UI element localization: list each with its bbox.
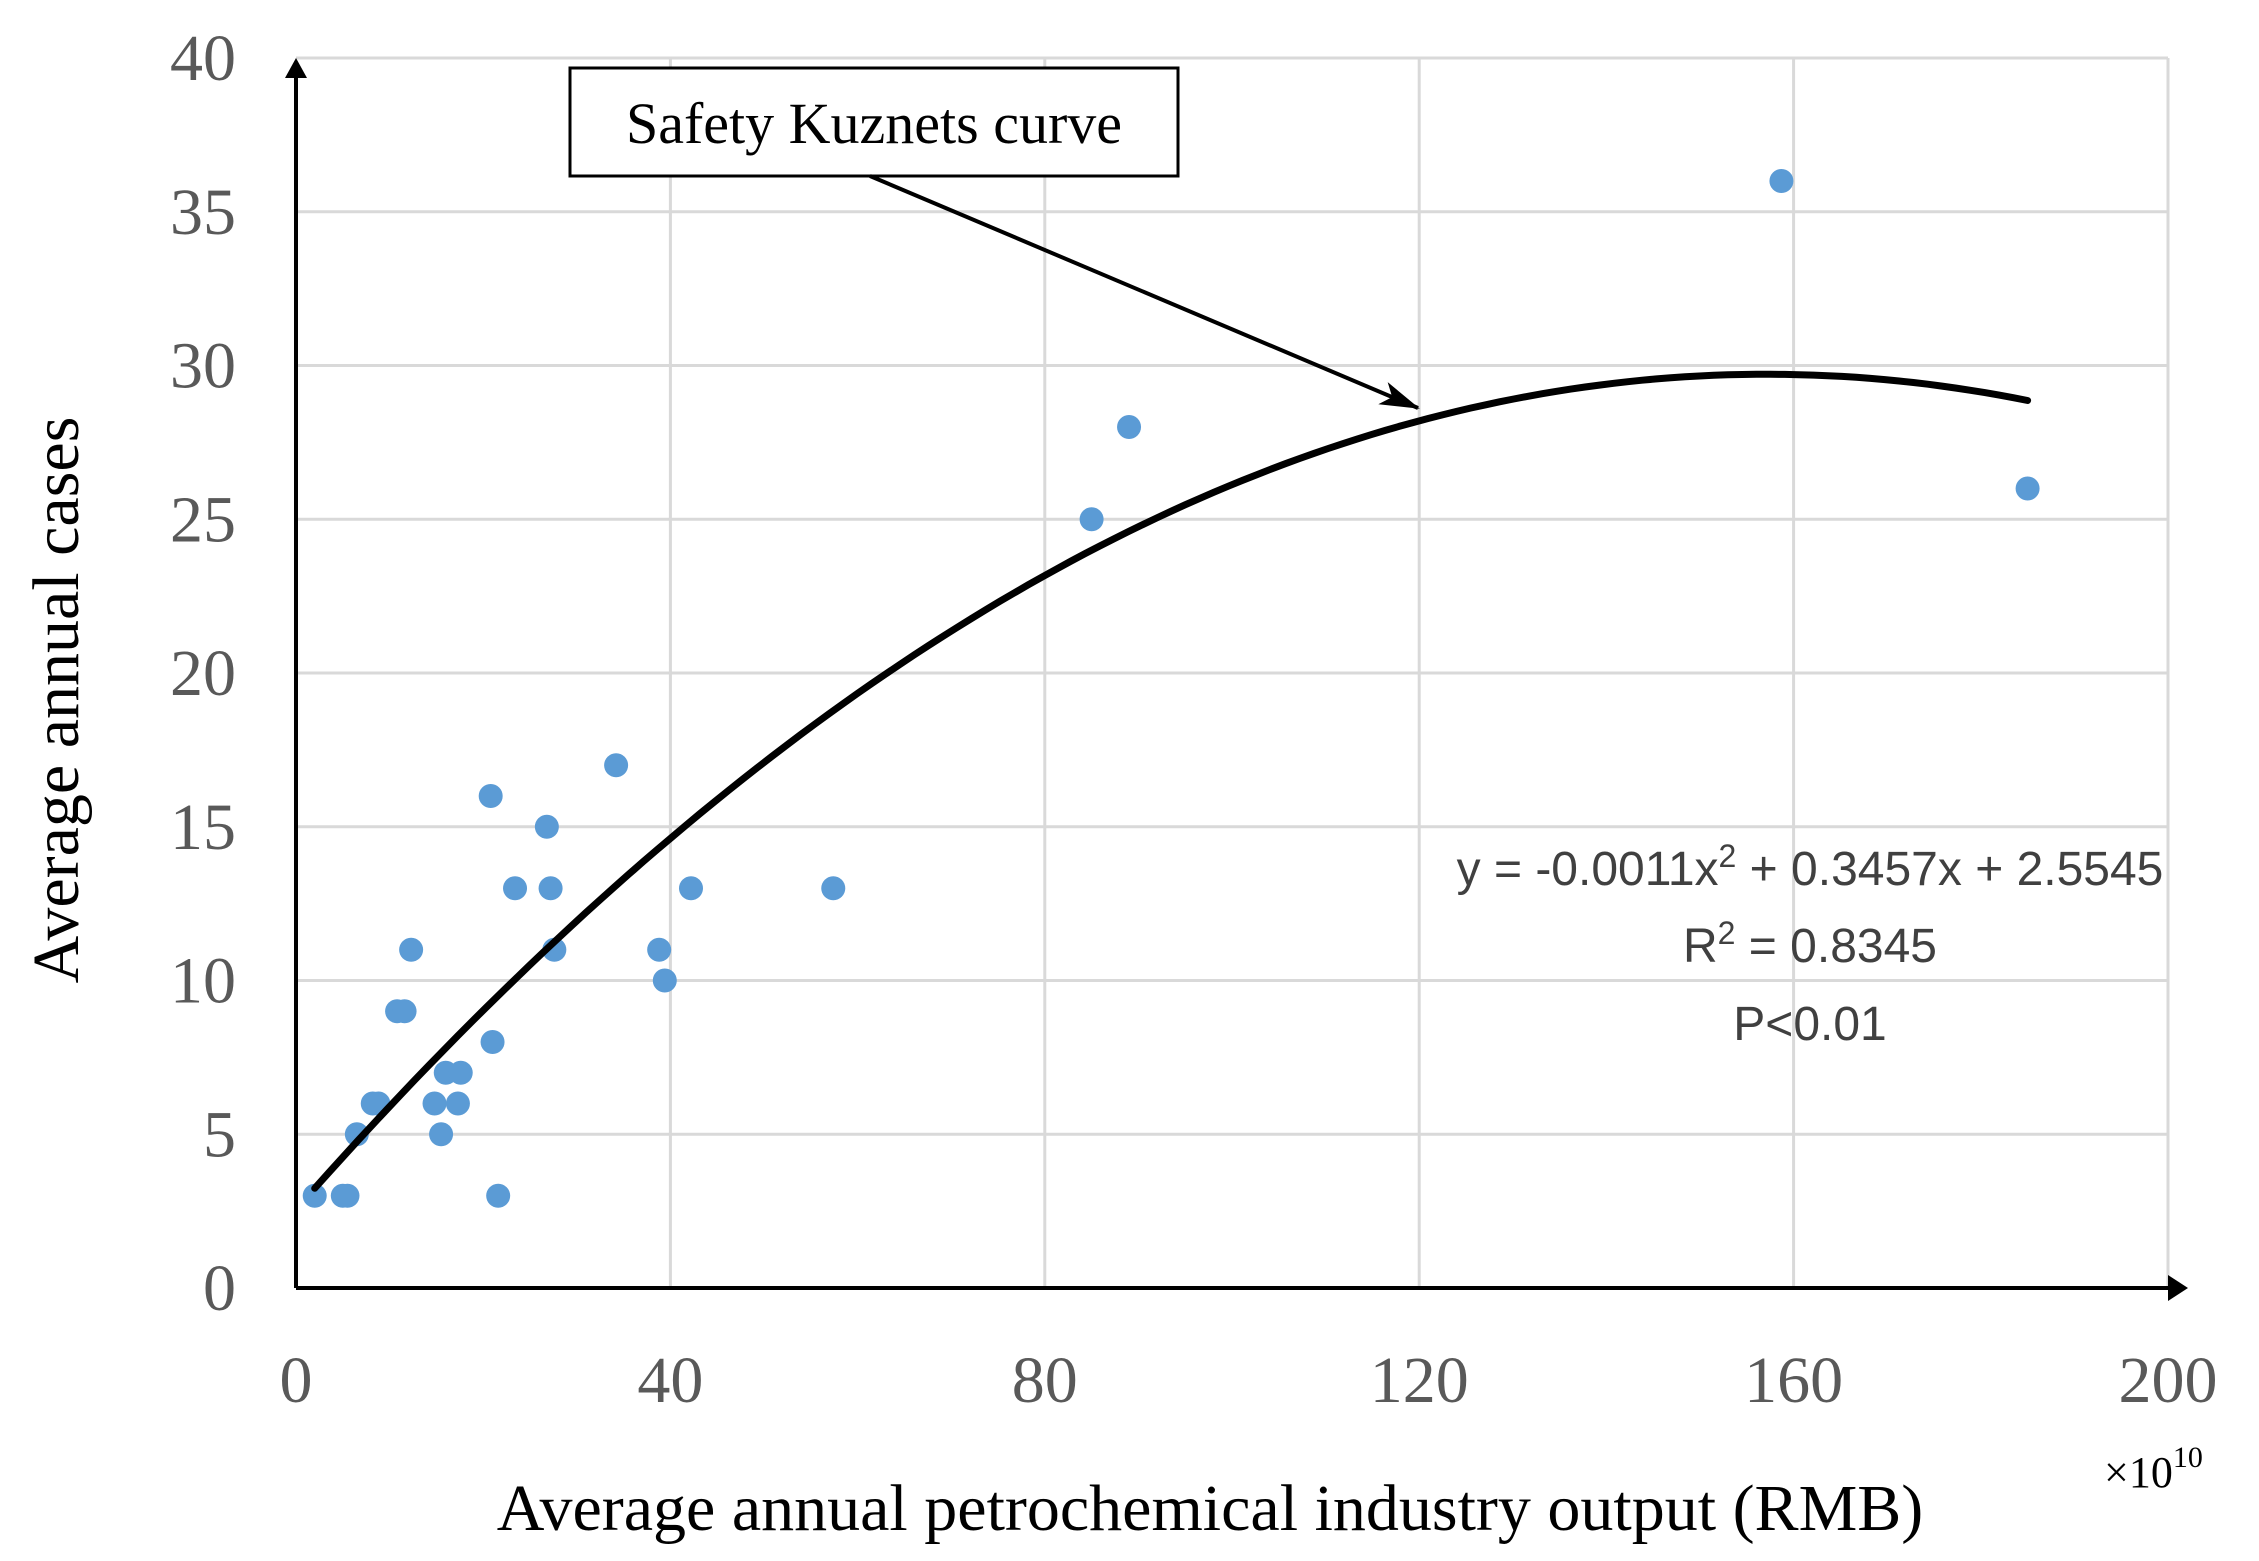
r2-prefix: R (1683, 920, 1718, 973)
scatter-point (422, 1091, 447, 1116)
scatter-point (534, 814, 559, 839)
x-axis-title: Average annual petrochemical industry ou… (497, 1472, 1924, 1545)
x-tick-label: 200 (2119, 1344, 2218, 1417)
scatter-point (2015, 476, 2040, 501)
scatter-point (1769, 169, 1794, 193)
callout-box (568, 66, 1180, 178)
y-tick-label: 5 (203, 1098, 236, 1171)
y-tick-label: 10 (170, 945, 236, 1018)
scatter-point (538, 876, 563, 901)
x-axis-arrow-icon (2168, 1275, 2188, 1301)
scatter-point (392, 999, 417, 1024)
scatter-point (486, 1183, 511, 1208)
r2-superscript: 2 (1718, 915, 1736, 951)
y-axis-title: Average annual cases (20, 417, 93, 984)
scatter-point (480, 1030, 505, 1054)
x-tick-labels: 0 40 80 120 160 200 (280, 1344, 2218, 1417)
scatter-point (1117, 415, 1142, 439)
y-tick-label: 20 (170, 637, 236, 710)
scatter-point (302, 1183, 327, 1208)
p-value: P<0.01 (1733, 998, 1886, 1051)
equation-prefix: y = -0.0011x (1457, 843, 1719, 896)
y-tick-label: 40 (170, 22, 236, 95)
x-tick-label: 0 (280, 1344, 313, 1417)
trendline (311, 370, 2032, 1192)
scatter-point (478, 784, 503, 808)
scatter-point (399, 937, 424, 962)
callout-arrow (869, 174, 1420, 410)
equation-superscript: 2 (1719, 838, 1737, 874)
scatter-point (1079, 507, 1104, 532)
x-tick-label: 40 (637, 1344, 703, 1417)
r2-suffix: = 0.8345 (1735, 920, 1937, 973)
scatter-point (652, 968, 677, 993)
y-tick-labels: 0 5 10 15 20 25 30 35 40 (170, 22, 236, 1325)
scatter-point (821, 876, 846, 901)
scatter-point (503, 876, 528, 901)
trendline-equation: y = -0.0011x2 + 0.3457x + 2.5545 (1457, 838, 2164, 896)
r-squared: R2 = 0.8345 (1683, 915, 1937, 973)
equation-suffix: + 0.3457x + 2.5545 (1736, 843, 2163, 896)
scatter-point (647, 937, 672, 962)
y-tick-label: 30 (170, 330, 236, 403)
x-tick-label: 120 (1370, 1344, 1469, 1417)
scatter-point (448, 1060, 473, 1085)
y-tick-label: 0 (203, 1252, 236, 1325)
x-tick-label: 160 (1744, 1344, 1843, 1417)
y-tick-label: 15 (170, 791, 236, 864)
x-unit-exponent: 10 (2173, 1441, 2203, 1474)
x-unit-multiplier: ×1010 (2104, 1441, 2203, 1497)
scatter-point (678, 876, 703, 901)
gridlines (296, 56, 2170, 1288)
y-tick-label: 35 (170, 176, 236, 249)
scatter-points (302, 169, 2040, 1208)
y-tick-label: 25 (170, 483, 236, 556)
scatter-point (335, 1183, 360, 1208)
callout-label: Safety Kuznets curve (626, 91, 1122, 156)
y-axis-arrow-icon (285, 58, 307, 78)
x-tick-label: 80 (1012, 1344, 1078, 1417)
scatter-point (445, 1091, 470, 1116)
scatter-point (429, 1122, 454, 1147)
scatter-point (604, 753, 629, 778)
x-unit-base: ×10 (2104, 1448, 2173, 1497)
